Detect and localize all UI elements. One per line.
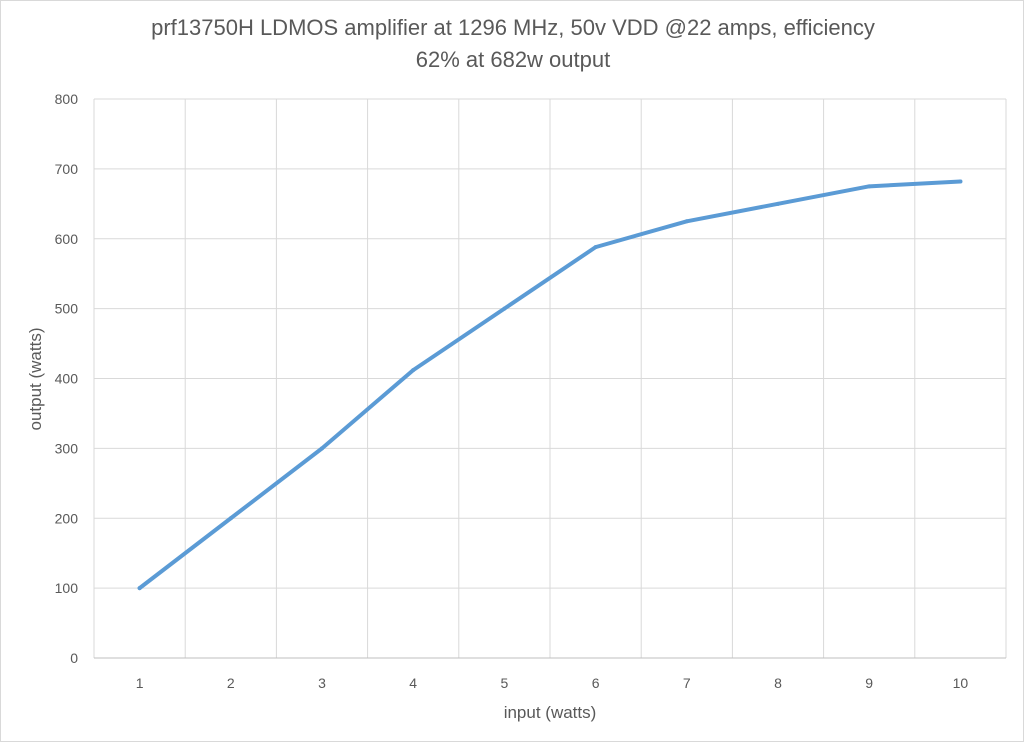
data-point (228, 516, 233, 521)
data-point (867, 184, 872, 189)
data-point (502, 306, 507, 311)
x-axis-label: input (watts) (504, 703, 597, 722)
y-tick-label: 700 (55, 161, 79, 177)
y-tick-label: 100 (55, 580, 79, 596)
data-point (320, 446, 324, 451)
series-line (137, 179, 963, 591)
y-tick-label: 800 (55, 91, 79, 107)
data-point (776, 201, 780, 206)
y-tick-label: 600 (55, 231, 79, 247)
y-axis-label: output (watts) (26, 328, 45, 431)
y-tick-label: 300 (55, 440, 79, 456)
data-point (137, 586, 142, 591)
x-tick-label: 8 (774, 675, 782, 691)
x-tick-label: 1 (136, 675, 144, 691)
x-tick-label: 2 (227, 675, 235, 691)
data-point (684, 219, 689, 224)
x-tick-label: 4 (409, 675, 417, 691)
x-tick-label: 9 (865, 675, 873, 691)
data-point (958, 179, 963, 184)
y-tick-label: 200 (55, 510, 79, 526)
y-tick-label: 0 (70, 650, 78, 666)
chart-title-line1: prf13750H LDMOS amplifier at 1296 MHz, 5… (151, 15, 875, 40)
data-point (593, 245, 598, 250)
x-tick-label: 5 (501, 675, 509, 691)
data-point (411, 368, 416, 373)
y-tick-label: 400 (55, 371, 79, 387)
x-tick-label: 3 (318, 675, 326, 691)
x-tick-label: 6 (592, 675, 600, 691)
x-tick-label: 10 (953, 675, 969, 691)
chart-title-line2: 62% at 682w output (415, 47, 611, 72)
x-tick-label: 7 (683, 675, 691, 691)
y-tick-label: 500 (55, 301, 79, 317)
